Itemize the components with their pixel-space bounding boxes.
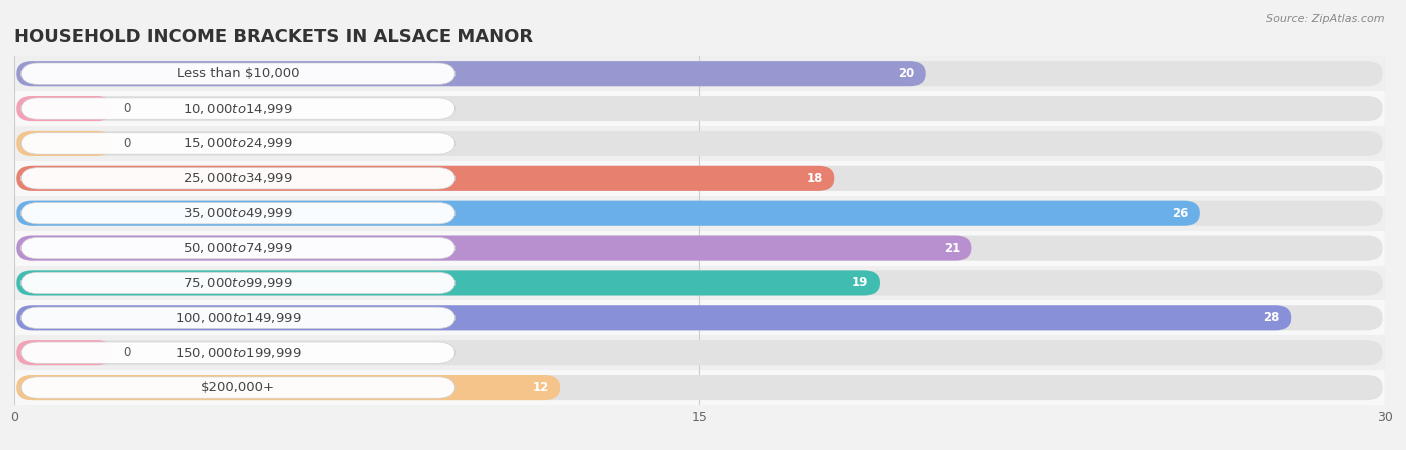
Text: $35,000 to $49,999: $35,000 to $49,999 bbox=[183, 206, 292, 220]
FancyBboxPatch shape bbox=[17, 201, 1382, 226]
FancyBboxPatch shape bbox=[17, 340, 112, 365]
Bar bbox=[14, 196, 1385, 230]
FancyBboxPatch shape bbox=[17, 375, 560, 400]
FancyBboxPatch shape bbox=[21, 133, 456, 154]
Text: HOUSEHOLD INCOME BRACKETS IN ALSACE MANOR: HOUSEHOLD INCOME BRACKETS IN ALSACE MANO… bbox=[14, 28, 533, 46]
FancyBboxPatch shape bbox=[17, 131, 112, 156]
Bar bbox=[14, 230, 1385, 266]
FancyBboxPatch shape bbox=[17, 270, 880, 296]
Bar bbox=[14, 301, 1385, 335]
Bar bbox=[14, 91, 1385, 126]
FancyBboxPatch shape bbox=[17, 131, 1382, 156]
Text: $25,000 to $34,999: $25,000 to $34,999 bbox=[183, 171, 292, 185]
Text: Less than $10,000: Less than $10,000 bbox=[177, 67, 299, 80]
FancyBboxPatch shape bbox=[17, 61, 1382, 86]
FancyBboxPatch shape bbox=[21, 307, 456, 328]
Text: $75,000 to $99,999: $75,000 to $99,999 bbox=[183, 276, 292, 290]
Text: 28: 28 bbox=[1264, 311, 1279, 324]
FancyBboxPatch shape bbox=[21, 342, 456, 363]
FancyBboxPatch shape bbox=[17, 305, 1291, 330]
Text: $10,000 to $14,999: $10,000 to $14,999 bbox=[183, 102, 292, 116]
Bar bbox=[14, 126, 1385, 161]
Bar bbox=[14, 370, 1385, 405]
FancyBboxPatch shape bbox=[21, 377, 456, 398]
FancyBboxPatch shape bbox=[21, 238, 456, 259]
Text: 21: 21 bbox=[943, 242, 960, 255]
FancyBboxPatch shape bbox=[17, 305, 1382, 330]
FancyBboxPatch shape bbox=[17, 270, 1382, 296]
Text: 18: 18 bbox=[807, 172, 823, 185]
FancyBboxPatch shape bbox=[17, 166, 834, 191]
FancyBboxPatch shape bbox=[17, 61, 925, 86]
Text: $100,000 to $149,999: $100,000 to $149,999 bbox=[174, 311, 301, 325]
FancyBboxPatch shape bbox=[17, 96, 1382, 121]
Text: 0: 0 bbox=[124, 102, 131, 115]
Text: 12: 12 bbox=[533, 381, 548, 394]
Text: Source: ZipAtlas.com: Source: ZipAtlas.com bbox=[1267, 14, 1385, 23]
FancyBboxPatch shape bbox=[21, 63, 456, 84]
FancyBboxPatch shape bbox=[17, 235, 972, 261]
FancyBboxPatch shape bbox=[17, 340, 1382, 365]
FancyBboxPatch shape bbox=[17, 166, 1382, 191]
Text: $15,000 to $24,999: $15,000 to $24,999 bbox=[183, 136, 292, 150]
Text: 19: 19 bbox=[852, 276, 869, 289]
Text: 0: 0 bbox=[124, 346, 131, 359]
Text: 0: 0 bbox=[124, 137, 131, 150]
FancyBboxPatch shape bbox=[21, 98, 456, 119]
Bar bbox=[14, 266, 1385, 301]
Bar bbox=[14, 56, 1385, 91]
Text: 26: 26 bbox=[1173, 207, 1188, 220]
Text: 20: 20 bbox=[898, 67, 914, 80]
FancyBboxPatch shape bbox=[17, 375, 1382, 400]
FancyBboxPatch shape bbox=[17, 96, 112, 121]
Bar bbox=[14, 335, 1385, 370]
FancyBboxPatch shape bbox=[21, 168, 456, 189]
FancyBboxPatch shape bbox=[17, 201, 1199, 226]
FancyBboxPatch shape bbox=[21, 202, 456, 224]
Bar bbox=[14, 161, 1385, 196]
FancyBboxPatch shape bbox=[17, 235, 1382, 261]
FancyBboxPatch shape bbox=[21, 272, 456, 293]
Text: $200,000+: $200,000+ bbox=[201, 381, 276, 394]
Text: $150,000 to $199,999: $150,000 to $199,999 bbox=[174, 346, 301, 360]
Text: $50,000 to $74,999: $50,000 to $74,999 bbox=[183, 241, 292, 255]
